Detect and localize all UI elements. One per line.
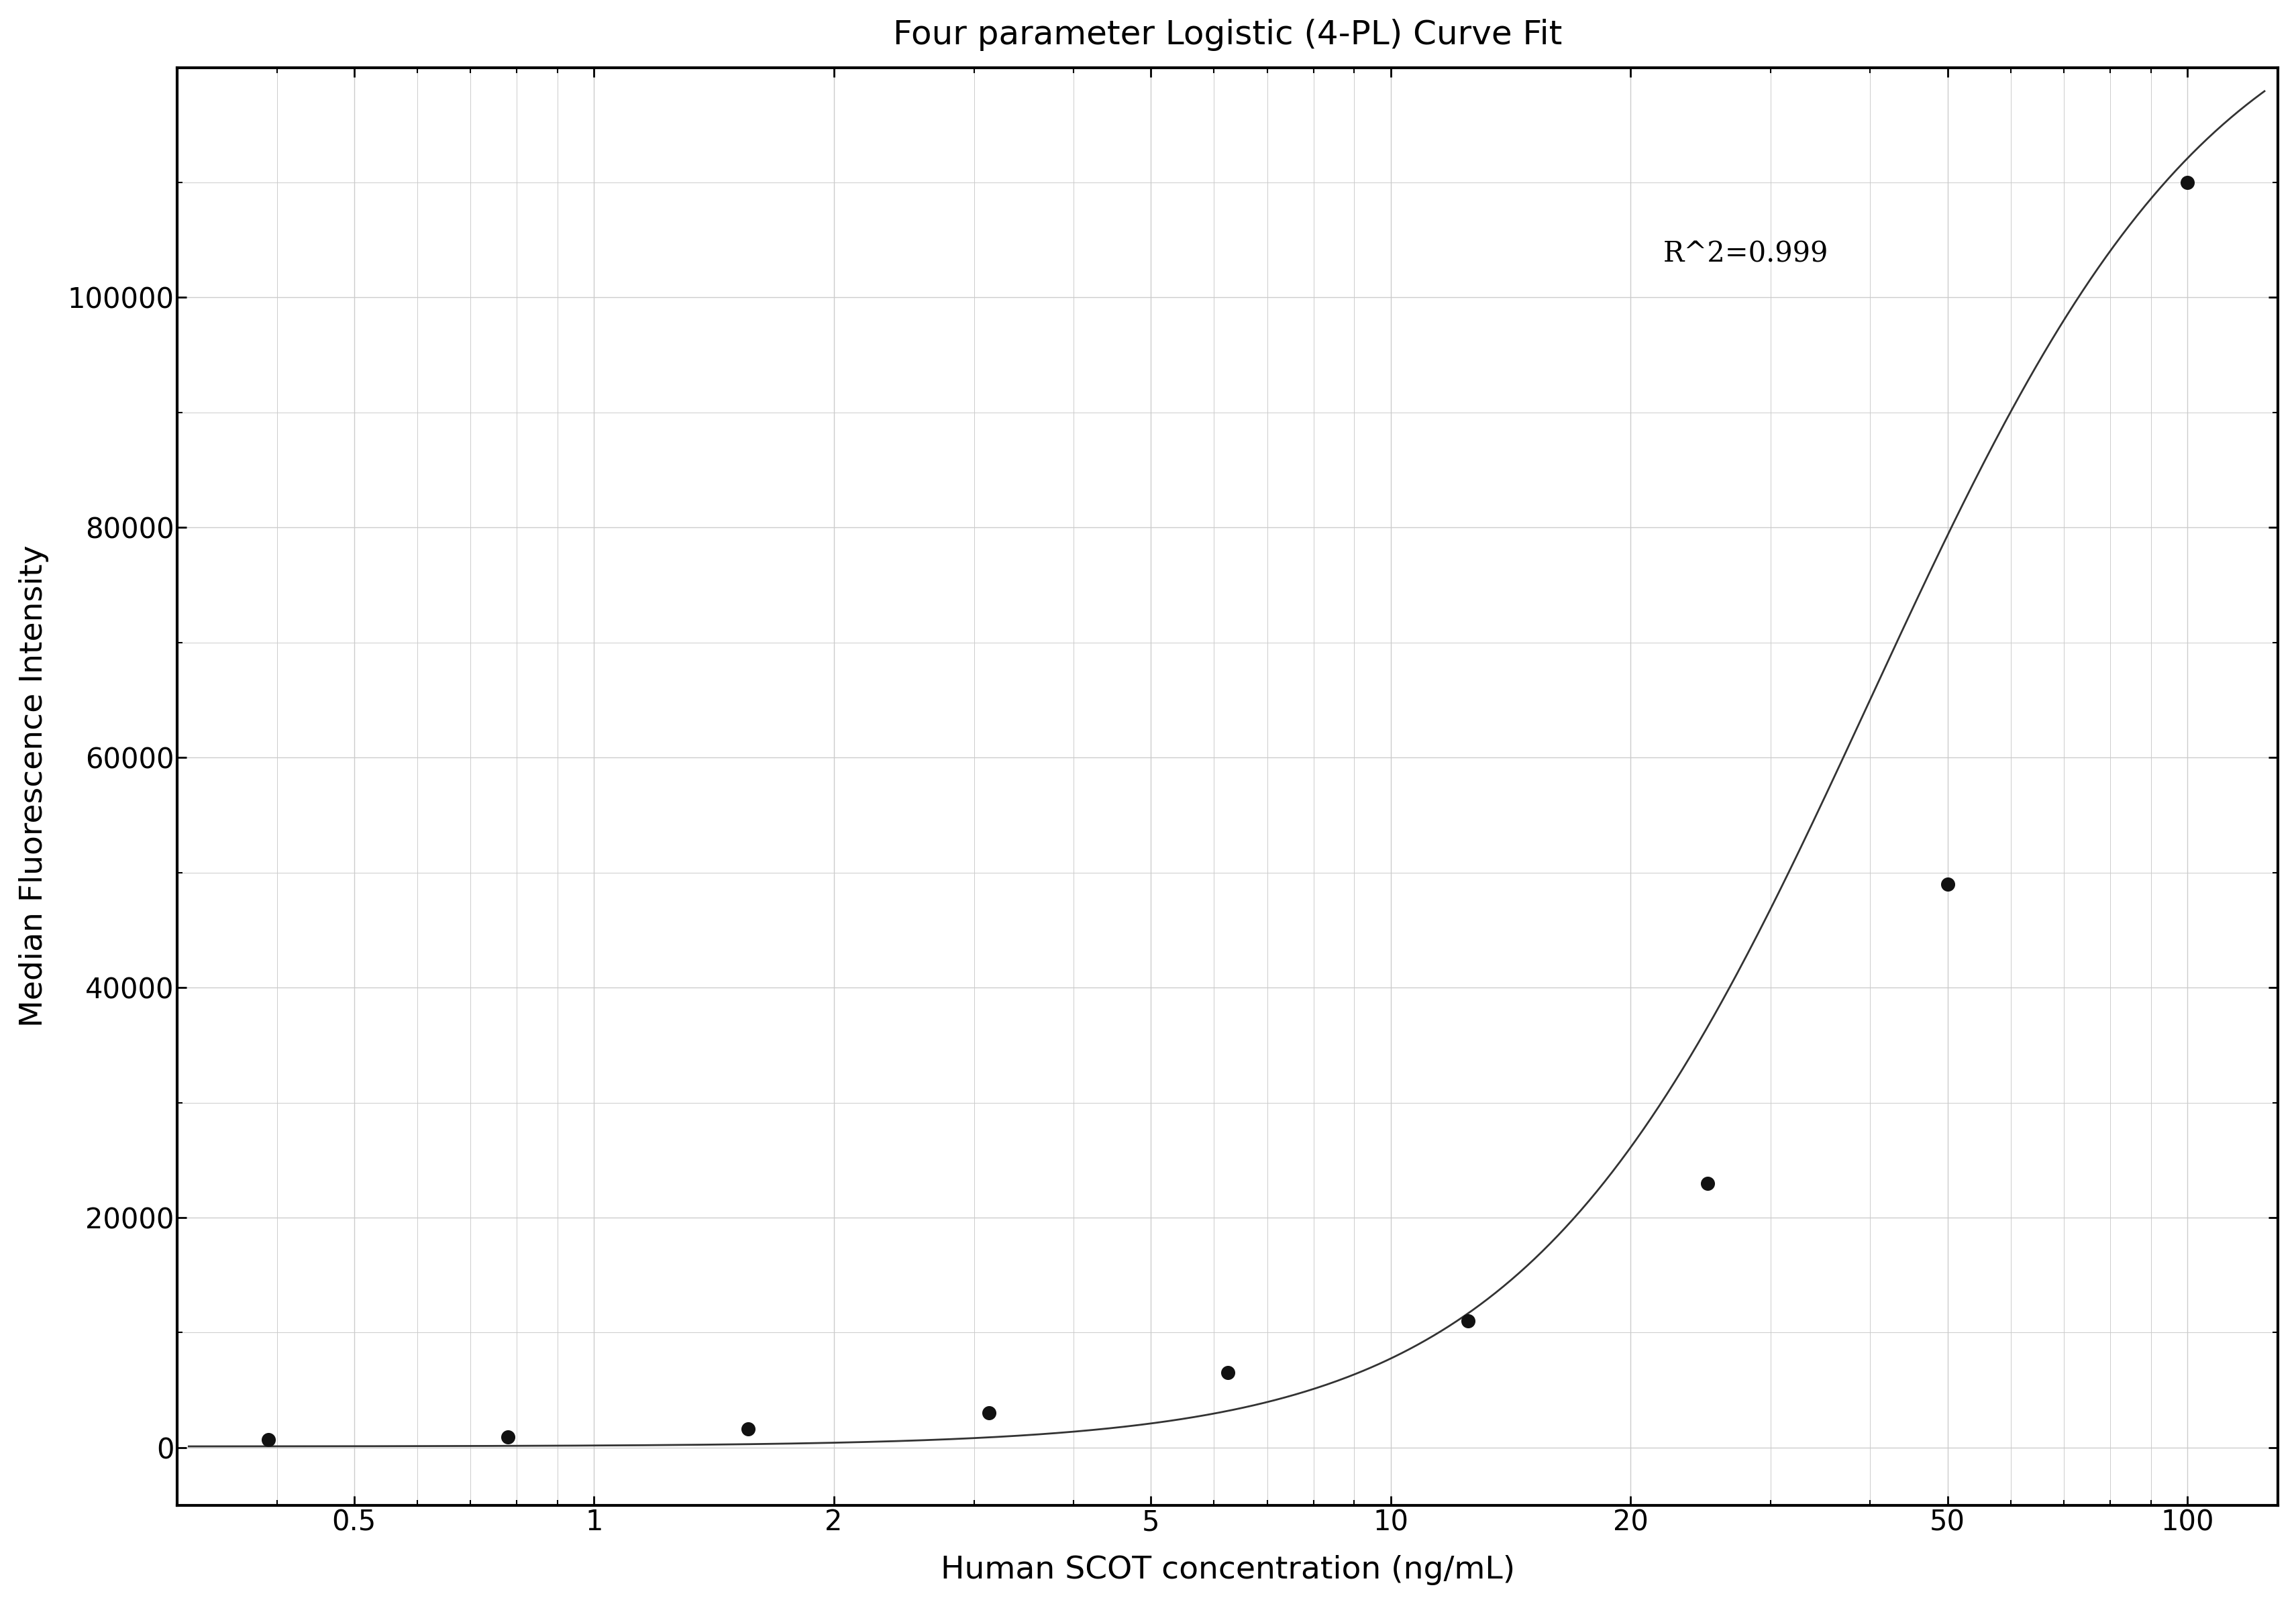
Point [250, 1426, 287, 1452]
Point [971, 1400, 1008, 1426]
Point [1210, 1360, 1247, 1386]
Point [489, 1424, 526, 1450]
Y-axis label: Median Fluorescence Intensity: Median Fluorescence Intensity [18, 545, 48, 1027]
Point [730, 1416, 767, 1442]
Text: R^2=0.999: R^2=0.999 [1662, 241, 1828, 268]
Point [1449, 1309, 1486, 1335]
Title: Four parameter Logistic (4-PL) Curve Fit: Four parameter Logistic (4-PL) Curve Fit [893, 19, 1561, 51]
Point [2167, 170, 2204, 196]
Point [1929, 871, 1965, 897]
Point [1690, 1171, 1727, 1197]
X-axis label: Human SCOT concentration (ng/mL): Human SCOT concentration (ng/mL) [941, 1556, 1515, 1585]
